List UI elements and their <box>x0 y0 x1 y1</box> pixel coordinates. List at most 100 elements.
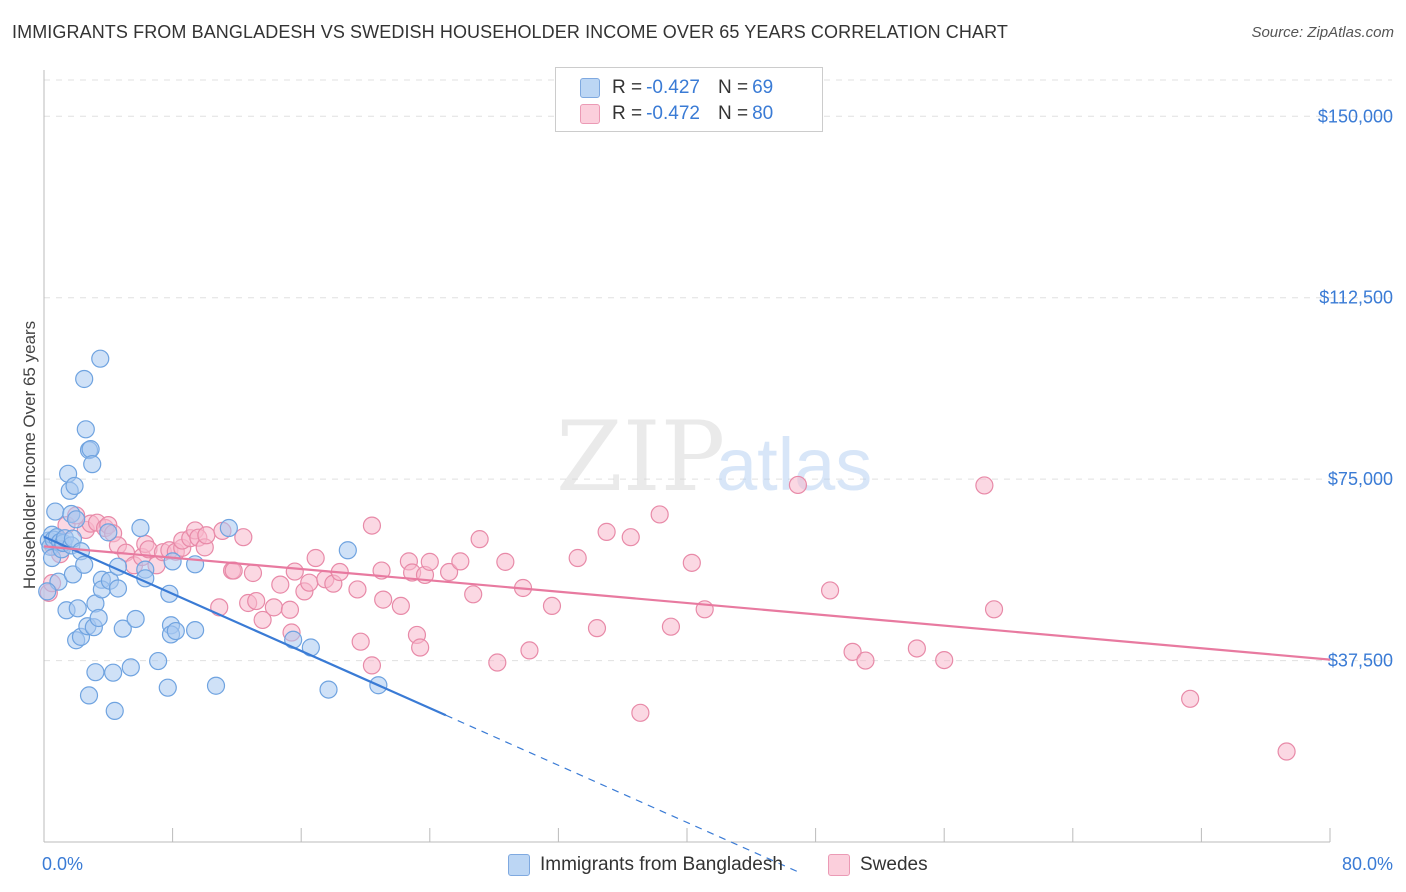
bangladesh-point <box>166 621 185 641</box>
bangladesh-point <box>67 510 86 529</box>
y-axis-label: Householder Income Over 65 years <box>20 321 39 589</box>
bangladesh-point <box>338 541 357 560</box>
legend-row-bangladesh: R = -0.427 N = 69 <box>580 76 773 100</box>
swedes-point <box>520 641 539 660</box>
swedes-point <box>348 580 367 599</box>
bangladesh-point <box>113 619 132 638</box>
swedes-point <box>285 562 304 581</box>
watermark: ZIP atlas <box>556 401 872 513</box>
bangladesh-point <box>68 599 87 618</box>
bottom-legend-label: Immigrants from Bangladesh <box>540 854 783 875</box>
bangladesh-point <box>75 369 94 389</box>
bangladesh-point <box>81 440 100 459</box>
bottom-swatch-bangladesh <box>508 854 530 876</box>
legend-n-value: 80 <box>752 103 774 124</box>
bottom-swatch-swedes <box>828 854 850 876</box>
swedes-point <box>650 505 669 524</box>
bottom-legend-bangladesh: Immigrants from Bangladesh <box>508 852 783 878</box>
axes <box>43 70 1331 843</box>
bangladesh-point <box>91 349 110 368</box>
bangladesh-point <box>206 676 226 695</box>
swedes-point <box>243 563 263 583</box>
swedes-point <box>1181 689 1200 708</box>
swedes-point <box>843 642 862 661</box>
swedes-point <box>568 548 587 568</box>
bangladesh-point <box>79 686 99 705</box>
swedes-point <box>351 632 370 651</box>
bangladesh-point <box>219 518 238 538</box>
swedes-point <box>253 610 272 630</box>
bangladesh-point <box>163 552 182 571</box>
swedes-point <box>271 575 290 594</box>
bottom-legend-swedes: Swedes <box>828 852 928 878</box>
swedes-point <box>247 591 266 611</box>
swedes-point <box>439 562 459 582</box>
swedes-point <box>975 476 994 495</box>
swedes-point <box>197 526 216 545</box>
bangladesh-point <box>149 651 168 671</box>
swedes-point <box>621 528 640 547</box>
legend-n-label: N = <box>717 77 749 98</box>
bangladesh-point <box>160 584 179 603</box>
bangladesh-point <box>104 663 123 682</box>
y-tick-label: $150,000 <box>1318 106 1393 126</box>
swedes-point <box>306 548 325 568</box>
legend-r-value: -0.427 <box>646 77 700 98</box>
swedes-point <box>935 650 954 670</box>
swedes-point <box>856 651 875 670</box>
trend-lines <box>43 535 1331 874</box>
x-tick-label-max: 80.0% <box>1342 854 1393 874</box>
bangladesh-point <box>121 658 140 677</box>
y-tick-label: $112,500 <box>1319 288 1393 308</box>
legend-r-label: R = <box>612 103 643 124</box>
swedes-point <box>210 598 229 617</box>
legend-n-label: N = <box>717 103 749 124</box>
swedes-point <box>420 552 439 571</box>
swedes-point <box>661 617 681 636</box>
bangladesh-point <box>75 555 94 574</box>
swedes-point <box>280 600 300 619</box>
source-credit: Source: ZipAtlas.com <box>1251 24 1394 41</box>
swedes-point <box>542 596 562 616</box>
bangladesh-point <box>319 680 338 699</box>
swedes-point <box>300 573 319 592</box>
watermark-atlas: atlas <box>716 423 872 506</box>
swedes-point <box>907 639 926 658</box>
watermark-zip: ZIP <box>556 401 725 513</box>
bangladesh-point <box>158 678 177 697</box>
swedes-trend-line <box>43 545 1331 661</box>
swedes-point <box>587 619 607 638</box>
swedes-point <box>264 598 283 617</box>
swedes-point <box>451 552 470 571</box>
swedes-point <box>682 553 701 572</box>
swedes-point <box>820 581 840 600</box>
bottom-legend-label: Swedes <box>860 854 928 875</box>
swedes-point <box>488 653 507 672</box>
bangladesh-point <box>46 502 65 521</box>
bangladesh-point <box>86 663 105 682</box>
legend-row-swedes: R = -0.472 N = 80 <box>580 102 773 126</box>
swedes-point <box>788 475 808 495</box>
bangladesh-point <box>131 518 150 538</box>
swedes-point <box>391 596 410 616</box>
bangladesh-point <box>186 620 205 640</box>
bangladesh-point <box>65 476 84 496</box>
y-tick-labels: $37,500 $75,000 $112,500 $150,000 <box>1318 106 1393 670</box>
bangladesh-point <box>38 582 57 601</box>
bangladesh-point <box>83 455 102 474</box>
bangladesh-trend-extension <box>445 714 800 874</box>
x-tick-label-min: 0.0% <box>42 854 83 874</box>
x-tick-labels: 0.0% 80.0% <box>42 854 1393 874</box>
bangladesh-point <box>99 523 118 542</box>
bangladesh-point <box>126 609 145 629</box>
swedes-point <box>1277 742 1296 761</box>
bangladesh-point <box>89 608 108 628</box>
legend-swatch-swedes <box>580 104 600 124</box>
swedes-point <box>234 528 253 547</box>
y-tick-label: $75,000 <box>1328 469 1393 489</box>
bangladesh-trend-line <box>43 535 447 717</box>
legend-n-value: 69 <box>752 77 774 98</box>
swedes-point <box>470 530 489 549</box>
legend-r-label: R = <box>612 77 643 98</box>
